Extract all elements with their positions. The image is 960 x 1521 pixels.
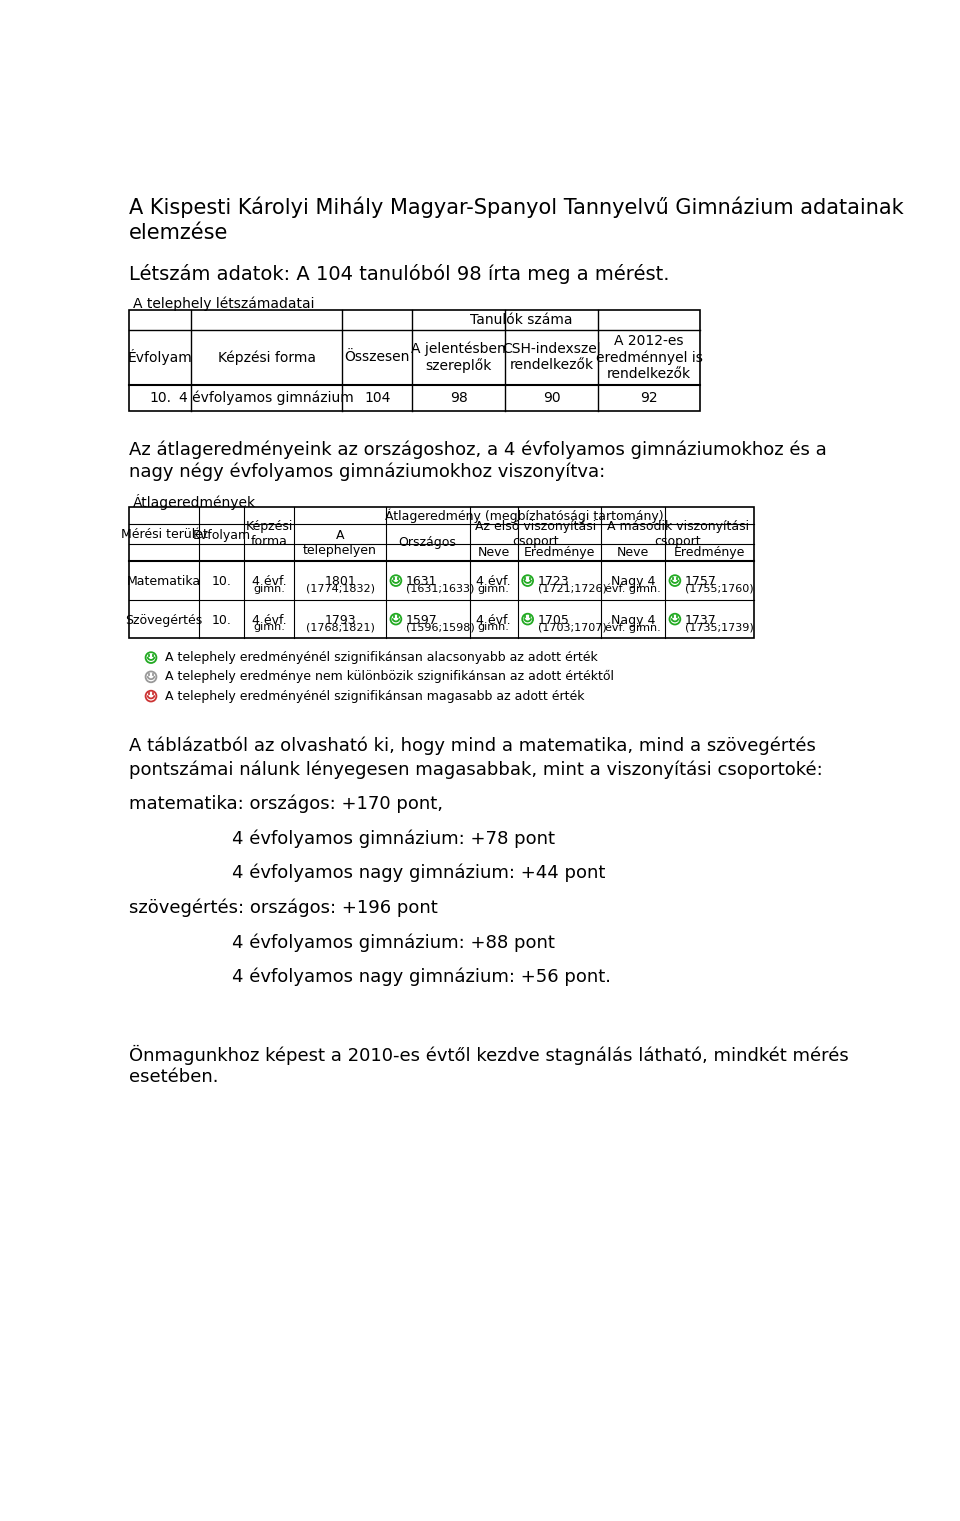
Text: gimn.: gimn. <box>253 584 285 593</box>
Text: Átlageredmény (megbízhatósági tartomány): Átlageredmény (megbízhatósági tartomány) <box>385 508 663 523</box>
Text: Átlageredmények: Átlageredmények <box>133 494 256 511</box>
Text: 1793: 1793 <box>324 613 356 627</box>
Text: Évfolyam: Évfolyam <box>128 350 193 365</box>
Text: pontszámai nálunk lényegesen magasabbak, mint a viszonyítási csoportoké:: pontszámai nálunk lényegesen magasabbak,… <box>130 760 823 779</box>
Text: Szövegértés: Szövegértés <box>126 613 203 627</box>
Text: A
telephelyen: A telephelyen <box>303 529 377 557</box>
Text: (1755;1760): (1755;1760) <box>685 584 754 593</box>
Text: 1801: 1801 <box>324 575 356 589</box>
Text: 104: 104 <box>364 391 391 405</box>
Text: nagy négy évfolyamos gimnáziumokhoz viszonyítva:: nagy négy évfolyamos gimnáziumokhoz visz… <box>130 462 606 481</box>
Text: 4 évfolyamos nagy gimnázium: +44 pont: 4 évfolyamos nagy gimnázium: +44 pont <box>232 864 606 882</box>
Text: Képzési forma: Képzési forma <box>218 350 316 365</box>
Text: 1597: 1597 <box>406 613 438 627</box>
Text: matematika: országos: +170 pont,: matematika: országos: +170 pont, <box>130 794 444 814</box>
Text: A 2012-es
eredménnyel is
rendelkezők: A 2012-es eredménnyel is rendelkezők <box>595 333 703 380</box>
Text: (1703;1707): (1703;1707) <box>538 622 607 633</box>
Text: 90: 90 <box>542 391 561 405</box>
Text: esetében.: esetében. <box>130 1068 219 1086</box>
Text: A telephely eredményénél szignifikánsan alacsonyabb az adott érték: A telephely eredményénél szignifikánsan … <box>165 651 598 665</box>
Text: A Kispesti Károlyi Mihály Magyar-Spanyol Tannyelvű Gimnázium adatainak: A Kispesti Károlyi Mihály Magyar-Spanyol… <box>130 196 904 218</box>
Text: Létszám adatok: A 104 tanulóból 98 írta meg a mérést.: Létszám adatok: A 104 tanulóból 98 írta … <box>130 265 670 284</box>
Text: Matematika: Matematika <box>127 575 202 589</box>
Text: 10.: 10. <box>150 391 171 405</box>
Text: 4 évfolyamos gimnázium: +78 pont: 4 évfolyamos gimnázium: +78 pont <box>232 829 556 847</box>
Text: 92: 92 <box>640 391 658 405</box>
Text: (1596;1598): (1596;1598) <box>406 622 475 633</box>
Text: 1737: 1737 <box>685 613 717 627</box>
Text: A táblázatból az olvasható ki, hogy mind a matematika, mind a szövegértés: A táblázatból az olvasható ki, hogy mind… <box>130 736 816 756</box>
Text: Az átlageredményeink az országoshoz, a 4 évfolyamos gimnáziumokhoz és a: Az átlageredményeink az országoshoz, a 4… <box>130 441 828 459</box>
Text: 10.: 10. <box>211 575 231 589</box>
Text: Az első viszonyítási
csoport: Az első viszonyítási csoport <box>475 520 596 549</box>
Text: (1774;1832): (1774;1832) <box>305 584 374 593</box>
Text: évf. gimn.: évf. gimn. <box>605 584 660 595</box>
Text: A második viszonyítási
csoport: A második viszonyítási csoport <box>607 520 749 549</box>
Text: 4 évf.: 4 évf. <box>476 575 511 589</box>
Text: A telephely létszámadatai: A telephely létszámadatai <box>133 297 315 310</box>
Text: Nagy 4: Nagy 4 <box>611 575 656 589</box>
Text: 1705: 1705 <box>538 613 569 627</box>
Text: Önmagunkhoz képest a 2010-es évtől kezdve stagnálás látható, mindkét mérés: Önmagunkhoz képest a 2010-es évtől kezdv… <box>130 1045 849 1065</box>
Text: Évfolyam: Évfolyam <box>192 528 251 541</box>
Text: (1735;1739): (1735;1739) <box>685 622 754 633</box>
Text: szövegértés: országos: +196 pont: szövegértés: országos: +196 pont <box>130 899 438 917</box>
Text: gimn.: gimn. <box>253 622 285 633</box>
Text: (1631;1633): (1631;1633) <box>406 584 474 593</box>
Text: évf. gimn.: évf. gimn. <box>605 622 660 633</box>
Text: 4 évfolyamos nagy gimnázium: +56 pont.: 4 évfolyamos nagy gimnázium: +56 pont. <box>232 967 612 987</box>
Text: A jelentésben
szereplők: A jelentésben szereplők <box>411 341 506 373</box>
Bar <box>130 310 700 411</box>
Text: Képzési
forma: Képzési forma <box>246 520 293 549</box>
Text: A telephely eredményénél szignifikánsan magasabb az adott érték: A telephely eredményénél szignifikánsan … <box>165 689 585 703</box>
Text: 4 évf.: 4 évf. <box>476 613 511 627</box>
Text: elemzése: elemzése <box>130 222 228 242</box>
Text: Eredménye: Eredménye <box>674 546 745 560</box>
Text: Neve: Neve <box>617 546 649 560</box>
Text: Nagy 4: Nagy 4 <box>611 613 656 627</box>
Text: 4 évfolyamos gimnázium: 4 évfolyamos gimnázium <box>180 391 354 406</box>
Text: Tanulók száma: Tanulók száma <box>469 313 572 327</box>
Text: Eredménye: Eredménye <box>524 546 595 560</box>
Bar <box>130 508 754 639</box>
Text: 1723: 1723 <box>538 575 569 589</box>
Text: 10.: 10. <box>211 613 231 627</box>
Text: A telephely eredménye nem különbözik szignifikánsan az adott értéktől: A telephely eredménye nem különbözik szi… <box>165 671 614 683</box>
Text: 4 évf.: 4 évf. <box>252 613 286 627</box>
Text: (1768;1821): (1768;1821) <box>305 622 374 633</box>
Text: Neve: Neve <box>477 546 510 560</box>
Text: 4 évfolyamos gimnázium: +88 pont: 4 évfolyamos gimnázium: +88 pont <box>232 934 555 952</box>
Text: 1631: 1631 <box>406 575 438 589</box>
Text: gimn.: gimn. <box>478 622 510 633</box>
Text: CSH-indexszel
rendelkezők: CSH-indexszel rendelkezők <box>502 342 601 373</box>
Text: 4 évf.: 4 évf. <box>252 575 286 589</box>
Text: (1721;1726): (1721;1726) <box>538 584 607 593</box>
Text: 1757: 1757 <box>685 575 717 589</box>
Text: Összesen: Összesen <box>345 350 410 365</box>
Text: 98: 98 <box>450 391 468 405</box>
Text: gimn.: gimn. <box>478 584 510 593</box>
Text: Mérési terület: Mérési terület <box>121 528 207 541</box>
Text: Országos: Országos <box>398 537 457 549</box>
